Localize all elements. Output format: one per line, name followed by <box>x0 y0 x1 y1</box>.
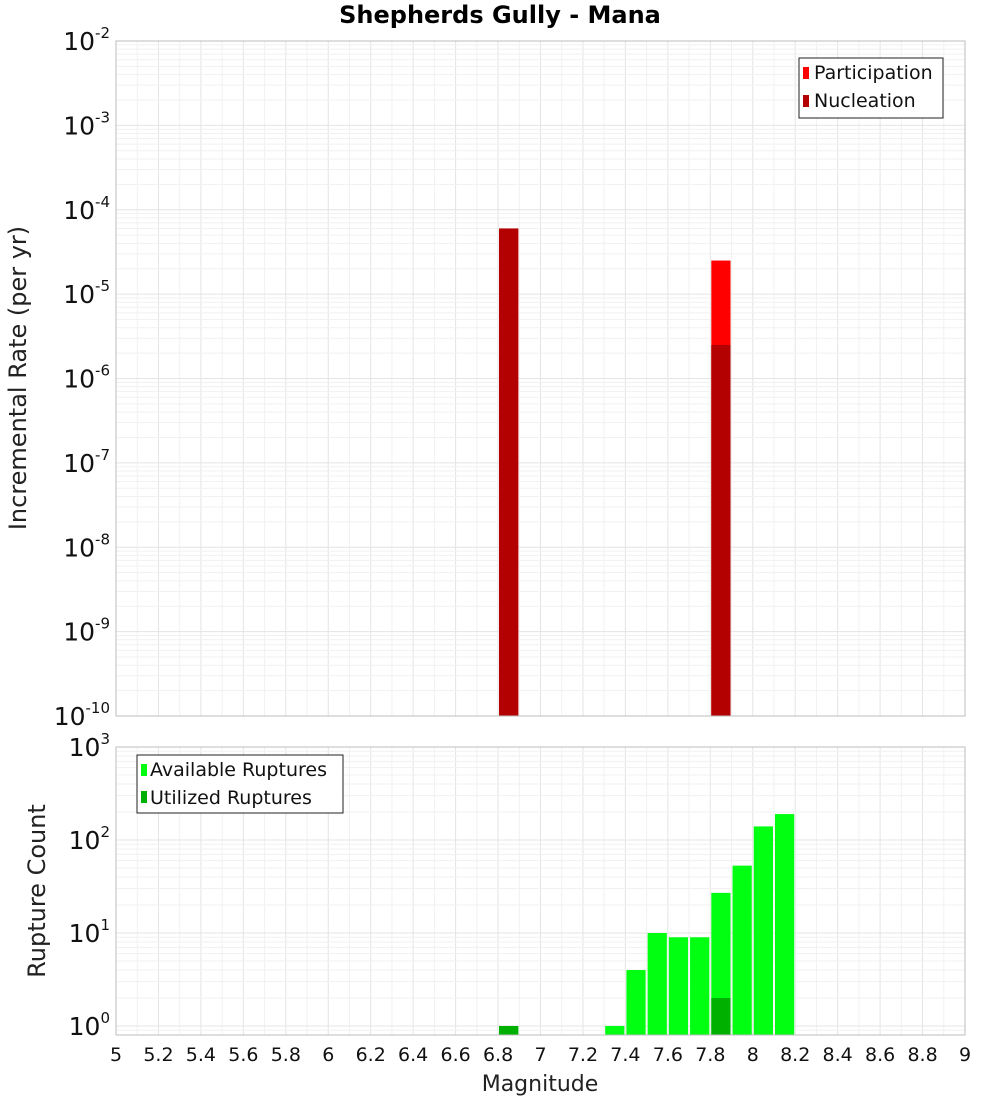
top-y-tick-label: 10-9 <box>63 615 110 647</box>
x-tick-label: 6.2 <box>356 1044 386 1066</box>
nucleation-legend-label: Nucleation <box>814 90 916 112</box>
x-tick-label: 6.4 <box>398 1044 428 1066</box>
top-bars <box>499 228 731 716</box>
x-tick-label: 6.8 <box>483 1044 513 1066</box>
x-tick-label: 5.6 <box>228 1044 258 1066</box>
available-ruptures-legend-label: Available Ruptures <box>150 759 327 781</box>
bottom-legend-box <box>136 754 344 814</box>
bottom-y-tick-label: 100 <box>69 1009 110 1041</box>
top-y-tick-label: 10-2 <box>63 24 110 56</box>
top-gridlines <box>115 40 966 717</box>
utilized-ruptures-legend-label: Utilized Ruptures <box>150 787 312 809</box>
participation-legend-swatch <box>803 67 809 79</box>
bottom-available-ruptures-bar <box>626 969 646 1035</box>
x-tick-label: 5.2 <box>143 1044 173 1066</box>
top-nucleation-bar <box>711 344 731 716</box>
chart-title: Shepherds Gully - Mana <box>339 1 661 29</box>
x-tick-label: 6.6 <box>440 1044 470 1066</box>
top-nucleation-bar <box>499 228 519 716</box>
bottom-plot-frame <box>115 746 966 1036</box>
bottom-y-ticks: 100 101 102 103 <box>69 730 110 1041</box>
rupture-count-panel: 100 101 102 103 5 5.2 5.4 5.6 5.8 6 6.2 6.4 6.6 6.8 7… <box>23 730 971 1097</box>
x-tick-label: 7.2 <box>568 1044 598 1066</box>
x-tick-label: 8.8 <box>907 1044 937 1066</box>
bottom-utilized-ruptures-bar <box>499 1025 519 1035</box>
top-y-tick-label: 10-8 <box>63 530 110 562</box>
bottom-available-ruptures-bar <box>647 932 667 1035</box>
bottom-available-ruptures-bar <box>690 937 710 1035</box>
top-y-tick-label: 10-3 <box>63 108 110 140</box>
x-axis-label: Magnitude <box>482 1072 599 1097</box>
x-tick-label: 7.4 <box>610 1044 640 1066</box>
bottom-available-ruptures-bar <box>668 937 689 1035</box>
incremental-rate-panel: 10-10 10-9 10-8 10-7 10-6 10-5 10-4 10-3 10-2 In… <box>4 24 966 731</box>
top-y-ticks: 10-10 10-9 10-8 10-7 10-6 10-5 10-4 10-3 10-2 <box>54 24 110 731</box>
x-tick-label: 8.6 <box>865 1044 895 1066</box>
bottom-y-tick-label: 102 <box>69 823 110 855</box>
top-legend-box <box>798 57 944 119</box>
x-ticks: 5 5.2 5.4 5.6 5.8 6 6.2 6.4 6.6 6.8 7 7.2 7.4 7.6 7.8 8… <box>110 1044 971 1066</box>
top-y-axis-label: Incremental Rate (per yr) <box>4 226 32 530</box>
bottom-y-tick-label: 101 <box>69 916 110 948</box>
bottom-y-axis-label: Rupture Count <box>23 804 51 978</box>
top-y-tick-label: 10-7 <box>63 446 110 478</box>
bottom-legend: Available Ruptures Utilized Ruptures <box>136 754 344 814</box>
top-legend: Participation Nucleation <box>798 57 944 119</box>
top-y-tick-label: 10-5 <box>63 277 110 309</box>
x-tick-label: 8.4 <box>823 1044 853 1066</box>
x-tick-label: 7 <box>534 1044 546 1066</box>
top-y-tick-label: 10-6 <box>63 362 110 394</box>
x-tick-label: 9 <box>959 1044 971 1066</box>
bottom-utilized-ruptures-bar <box>711 997 731 1035</box>
x-tick-label: 7.8 <box>695 1044 725 1066</box>
utilized-ruptures-legend-swatch <box>141 791 147 803</box>
x-tick-label: 8 <box>747 1044 759 1066</box>
x-tick-label: 6 <box>322 1044 334 1066</box>
bottom-available-ruptures-bar <box>732 865 752 1035</box>
nucleation-legend-swatch <box>803 95 809 107</box>
bottom-available-ruptures-bar <box>605 1025 625 1035</box>
x-tick-label: 5.8 <box>271 1044 301 1066</box>
top-y-tick-label: 10-10 <box>54 699 110 731</box>
top-y-tick-label: 10-4 <box>63 193 110 225</box>
x-tick-label: 5.4 <box>186 1044 216 1066</box>
x-tick-label: 8.2 <box>780 1044 810 1066</box>
bottom-y-tick-label: 103 <box>69 730 110 762</box>
bottom-available-ruptures-bar <box>774 814 795 1035</box>
bottom-bars <box>499 814 795 1035</box>
x-tick-label: 5 <box>110 1044 122 1066</box>
top-plot-frame <box>115 40 966 717</box>
bottom-available-ruptures-bar <box>753 826 773 1035</box>
x-tick-label: 7.6 <box>653 1044 683 1066</box>
participation-legend-label: Participation <box>814 62 933 84</box>
available-ruptures-legend-swatch <box>141 764 147 776</box>
